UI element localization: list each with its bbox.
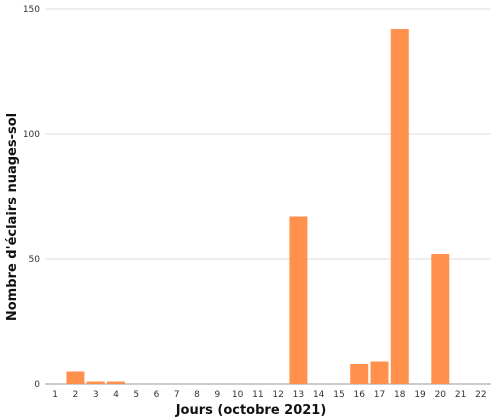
x-tick-label-15: 15 xyxy=(333,390,344,400)
bar-day-16 xyxy=(350,364,369,384)
y-tick-label-100: 100 xyxy=(23,130,40,140)
x-tick-label-14: 14 xyxy=(313,390,325,400)
gridlines xyxy=(45,8,491,385)
x-tick-label-8: 8 xyxy=(194,390,200,400)
x-tick-label-17: 17 xyxy=(374,390,385,400)
bar-day-17 xyxy=(370,361,389,384)
x-tick-label-4: 4 xyxy=(113,390,119,400)
x-tick-label-12: 12 xyxy=(272,390,283,400)
x-axis-title: Jours (octobre 2021) xyxy=(175,403,327,418)
x-tick-label-11: 11 xyxy=(252,390,263,400)
bar-day-18 xyxy=(390,29,409,384)
x-tick-label-1: 1 xyxy=(52,390,58,400)
x-tick-label-13: 13 xyxy=(293,390,304,400)
x-tick-label-7: 7 xyxy=(174,390,180,400)
x-tick-label-19: 19 xyxy=(414,390,426,400)
y-tick-labels: 0 50 100 150 xyxy=(23,5,40,390)
y-tick-label-50: 50 xyxy=(29,255,41,265)
x-tick-labels: 1 2 3 4 5 6 7 8 9 10 11 12 13 14 15 16 17 18 19 20 21 22 xyxy=(52,390,486,400)
x-tick-label-9: 9 xyxy=(214,390,220,400)
bar-day-2 xyxy=(66,371,85,384)
x-tick-label-3: 3 xyxy=(93,390,99,400)
y-axis-title: Nombre d'éclairs nuages-sol xyxy=(5,113,20,321)
x-tick-label-16: 16 xyxy=(354,390,366,400)
x-tick-label-10: 10 xyxy=(232,390,244,400)
bar-day-13 xyxy=(289,216,308,384)
x-tick-label-2: 2 xyxy=(73,390,79,400)
x-tick-label-18: 18 xyxy=(394,390,406,400)
x-tick-label-21: 21 xyxy=(455,390,466,400)
x-tick-label-5: 5 xyxy=(133,390,139,400)
bar-day-3 xyxy=(86,381,105,384)
x-tick-label-22: 22 xyxy=(475,390,486,400)
x-tick-label-6: 6 xyxy=(154,390,160,400)
bar-day-4 xyxy=(106,381,125,384)
bars xyxy=(66,29,450,384)
y-tick-label-0: 0 xyxy=(34,380,40,390)
y-tick-label-150: 150 xyxy=(23,5,40,15)
x-tick-label-20: 20 xyxy=(435,390,447,400)
bar-day-20 xyxy=(431,254,450,384)
